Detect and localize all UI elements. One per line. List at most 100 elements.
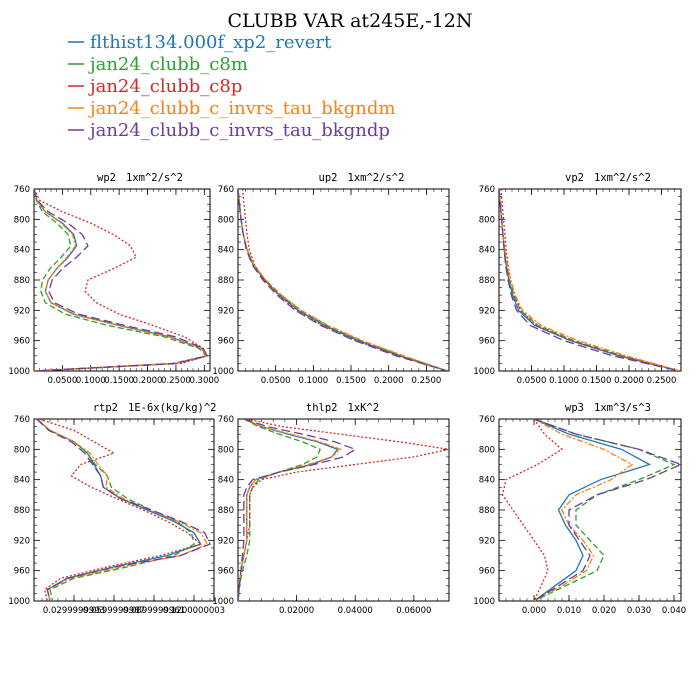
y-tick-label: 920 — [479, 306, 495, 316]
x-tick-label: 0.1500 — [336, 376, 366, 386]
series-line-jan24_clubb_c8m — [238, 189, 448, 371]
panel-rtp2: rtp2 1E-6x(kg/kg)^2 760 800 840 880 920 960 1000… — [8, 402, 225, 616]
y-tick-label: 880 — [479, 276, 495, 286]
panel-wp3: wp3 1xm^3/s^3 760 800 840 880 920 960 1000 0.000 0… — [473, 402, 686, 616]
x-tick-label: 0.2000 — [614, 376, 644, 386]
y-tick-label: 920 — [218, 306, 234, 316]
x-tick-label: 0.1000 — [549, 376, 579, 386]
x-tick-label: 0.2000 — [133, 376, 163, 386]
series-line-jan24_clubb_c_invrs_tau_bkgndp — [36, 419, 211, 601]
panel-title: thlp2 — [306, 402, 338, 414]
panels: wp2 1xm^2/s^2 760 800 840 880 920 960 1000 0.0500… — [8, 172, 686, 616]
x-tick-label: 0.000 — [522, 606, 546, 616]
y-tick-label: 880 — [218, 276, 234, 286]
panel-units: 1xK^2 — [348, 402, 380, 414]
y-tick-label: 920 — [479, 536, 495, 546]
series-line-jan24_clubb_c_invrs_tau_bkgndm — [34, 189, 208, 371]
series-line-jan24_clubb_c8m — [533, 419, 676, 601]
series-group — [499, 189, 680, 371]
legend: flthist134.000f_xp2_revertjan24_clubb_c8… — [68, 32, 395, 141]
y-tick-label: 1000 — [473, 367, 495, 377]
y-tick-label: 800 — [218, 445, 234, 455]
y-tick-label: 1000 — [212, 597, 234, 607]
plot-frame — [237, 418, 450, 602]
y-tick-label: 1000 — [473, 597, 495, 607]
series-line-flthist134.000f_xp2_revert — [34, 189, 209, 371]
y-tick-label: 800 — [479, 445, 495, 455]
x-tick-label: 0.0599999987 — [83, 606, 145, 616]
series-line-jan24_clubb_c8p — [500, 189, 680, 371]
y-tick-label: 840 — [14, 476, 30, 486]
legend-label: jan24_clubb_c8m — [88, 54, 248, 75]
series-line-jan24_clubb_c_invrs_tau_bkgndp — [238, 419, 357, 601]
series-group — [34, 189, 209, 371]
y-tick-label: 960 — [218, 567, 234, 577]
y-tick-label: 880 — [218, 506, 234, 516]
figure-title: CLUBB VAR at245E,-12N — [228, 10, 473, 32]
plot-frame — [237, 188, 450, 372]
series-line-jan24_clubb_c_invrs_tau_bkgndm — [499, 189, 680, 371]
x-tick-label: 0.020 — [592, 606, 616, 616]
series-line-jan24_clubb_c8p — [34, 189, 209, 371]
series-line-flthist134.000f_xp2_revert — [238, 419, 339, 601]
y-tick-label: 760 — [218, 185, 234, 195]
y-tick-label: 840 — [218, 246, 234, 256]
y-tick-label: 960 — [14, 567, 30, 577]
legend-item: jan24_clubb_c8m — [68, 54, 248, 75]
x-tick-label: 0.2000 — [374, 376, 404, 386]
x-tick-label: 0.0500 — [261, 376, 291, 386]
panel-units: 1xm^2/s^2 — [348, 172, 405, 184]
series-line-flthist134.000f_xp2_revert — [238, 189, 448, 371]
x-tick-label: 0.1000 — [76, 376, 106, 386]
x-tick-label: 0.2500 — [161, 376, 191, 386]
panel-up2: up2 1xm^2/s^2 760 800 840 880 920 960 1000 0.0500… — [212, 172, 450, 386]
series-line-jan24_clubb_c8m — [238, 419, 321, 601]
y-tick-label: 760 — [14, 185, 30, 195]
y-tick-label: 760 — [14, 415, 30, 425]
series-line-jan24_clubb_c8p — [501, 419, 564, 601]
x-tick-label: 0.2500 — [647, 376, 677, 386]
legend-item: jan24_clubb_c_invrs_tau_bkgndp — [68, 120, 390, 141]
series-group — [238, 189, 448, 371]
legend-item: jan24_clubb_c8p — [68, 76, 242, 97]
series-line-jan24_clubb_c8p — [39, 419, 203, 601]
series-line-jan24_clubb_c8p — [238, 419, 449, 601]
series-line-flthist134.000f_xp2_revert — [533, 419, 652, 601]
y-tick-label: 840 — [479, 246, 495, 256]
x-tick-label: 0.1500 — [582, 376, 612, 386]
legend-item: jan24_clubb_c_invrs_tau_bkgndm — [68, 98, 395, 119]
y-tick-label: 800 — [218, 215, 234, 225]
y-tick-label: 880 — [479, 506, 495, 516]
panel-units: 1xm^3/s^3 — [594, 402, 651, 414]
x-tick-label: 0.0299999993 — [43, 606, 105, 616]
legend-label: jan24_clubb_c_invrs_tau_bkgndp — [88, 120, 390, 141]
x-tick-label: 0.06000 — [396, 606, 431, 616]
y-tick-label: 880 — [14, 506, 30, 516]
y-tick-label: 800 — [14, 215, 30, 225]
y-tick-label: 920 — [218, 536, 234, 546]
legend-label: jan24_clubb_c_invrs_tau_bkgndm — [88, 98, 395, 119]
x-tick-label: 0.3000 — [189, 376, 219, 386]
y-tick-label: 800 — [479, 215, 495, 225]
y-tick-label: 920 — [14, 536, 30, 546]
series-group — [36, 419, 211, 601]
y-tick-label: 960 — [479, 567, 495, 577]
series-group — [238, 419, 449, 601]
x-tick-label: 0.0500 — [517, 376, 547, 386]
y-tick-label: 1000 — [8, 597, 30, 607]
legend-label: flthist134.000f_xp2_revert — [90, 32, 332, 53]
x-tick-label: 0.040 — [662, 606, 686, 616]
x-tick-label: 0.02000 — [279, 606, 314, 616]
x-tick-label: 0.030 — [627, 606, 651, 616]
panel-units: 1xm^2/s^2 — [126, 172, 183, 184]
x-tick-label: 0.04000 — [338, 606, 373, 616]
panel-title: rtp2 — [93, 402, 118, 414]
legend-label: jan24_clubb_c8p — [88, 76, 242, 97]
y-tick-label: 840 — [14, 246, 30, 256]
x-tick-label: 0.010 — [557, 606, 581, 616]
series-line-jan24_clubb_c_invrs_tau_bkgndp — [533, 419, 681, 601]
y-tick-label: 880 — [14, 276, 30, 286]
y-tick-label: 840 — [479, 476, 495, 486]
panel-title: up2 — [319, 172, 338, 184]
